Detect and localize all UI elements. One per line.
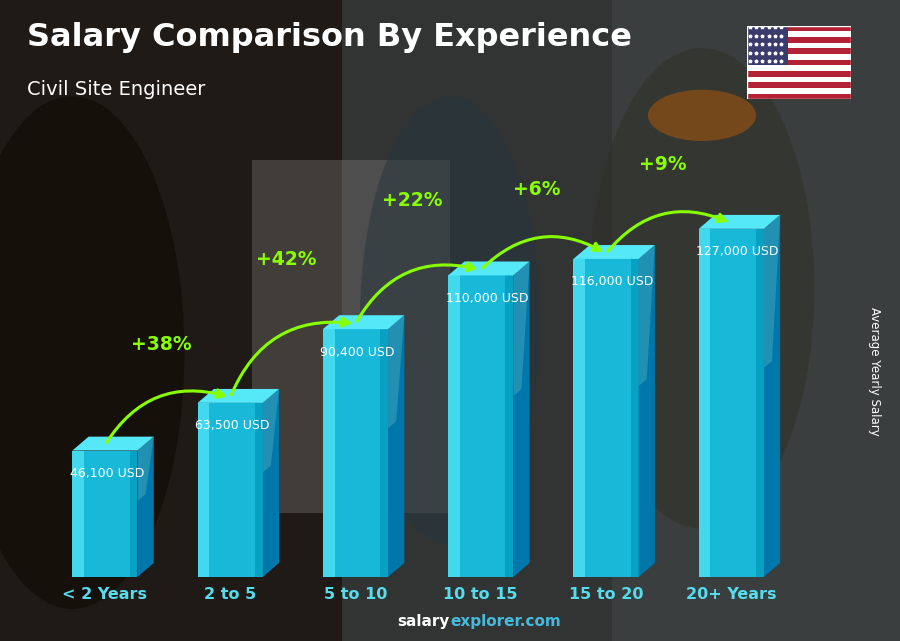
Polygon shape [513,262,529,396]
Bar [198,403,210,577]
Bar [255,403,263,577]
Bar [252,160,450,513]
Bar [198,403,263,577]
Bar [612,0,900,641]
Polygon shape [138,437,154,501]
Polygon shape [448,262,529,276]
Bar [747,26,850,31]
Polygon shape [764,215,780,368]
Polygon shape [764,215,780,577]
Polygon shape [573,245,655,259]
Text: salary: salary [398,615,450,629]
Bar [747,54,850,60]
Text: +6%: +6% [513,179,561,199]
Bar [323,329,335,577]
Text: Civil Site Engineer: Civil Site Engineer [27,80,205,99]
Bar [747,60,850,65]
Bar [747,88,850,94]
Bar [747,43,850,48]
Bar [698,229,710,577]
Bar [747,26,788,65]
Bar [573,259,639,577]
Polygon shape [388,315,404,428]
Bar [448,276,460,577]
Ellipse shape [360,96,540,545]
Text: explorer.com: explorer.com [450,615,561,629]
Bar [448,276,513,577]
Bar [130,451,138,577]
Text: 90,400 USD: 90,400 USD [320,345,395,358]
Polygon shape [513,262,529,577]
Bar [72,451,138,577]
Bar [698,229,764,577]
Text: +38%: +38% [131,335,192,354]
Bar [747,48,850,54]
Bar [0,0,342,641]
Text: +9%: +9% [639,155,686,174]
Ellipse shape [0,96,184,609]
Bar [747,31,850,37]
Bar [72,451,84,577]
Text: 127,000 USD: 127,000 USD [697,246,778,258]
Bar [747,65,850,71]
Bar [747,94,850,99]
Bar [747,77,850,82]
Text: 63,500 USD: 63,500 USD [195,419,270,432]
Polygon shape [698,215,780,229]
Polygon shape [388,315,404,577]
Bar [506,276,513,577]
Polygon shape [639,245,655,386]
Ellipse shape [648,90,756,141]
Polygon shape [138,437,154,577]
Bar [342,0,612,641]
Polygon shape [198,389,279,403]
Ellipse shape [590,48,814,529]
Bar [323,329,388,577]
Bar [747,82,850,88]
Bar [747,71,850,77]
Bar [756,229,764,577]
Polygon shape [639,245,655,577]
Bar [631,259,639,577]
Text: Average Yearly Salary: Average Yearly Salary [868,308,881,436]
Text: +42%: +42% [256,250,317,269]
Text: +22%: +22% [382,190,442,210]
Bar [747,37,850,43]
Text: Salary Comparison By Experience: Salary Comparison By Experience [27,22,632,53]
Bar [573,259,585,577]
Polygon shape [263,389,279,577]
Text: 110,000 USD: 110,000 USD [446,292,528,305]
Polygon shape [323,315,404,329]
Text: 46,100 USD: 46,100 USD [70,467,144,480]
Polygon shape [263,389,279,472]
Bar [380,329,388,577]
Polygon shape [72,437,154,451]
Text: 116,000 USD: 116,000 USD [571,276,653,288]
